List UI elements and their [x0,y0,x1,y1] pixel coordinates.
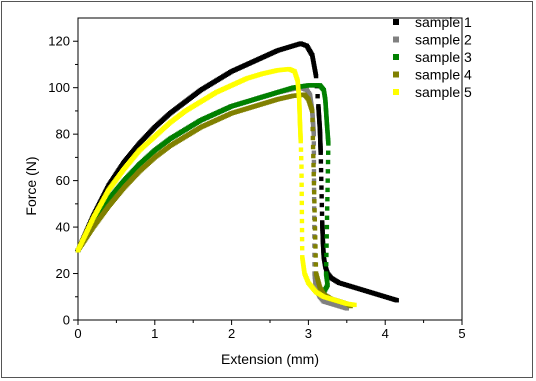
data-point [325,159,331,165]
data-point [299,236,305,242]
data-point [325,178,330,183]
legend-label: sample 2 [415,32,472,48]
data-point [299,155,304,161]
data-point [311,178,317,183]
x-tick-label: 5 [458,326,465,341]
legend-marker [393,71,399,78]
data-point [325,197,330,202]
data-point [310,108,315,114]
data-point [311,190,317,195]
x-tick-label: 1 [151,326,158,341]
x-tick-label: 0 [74,326,81,341]
data-point [310,144,316,150]
data-point [299,200,304,206]
data-point [324,252,329,258]
data-point [325,187,330,193]
data-point [319,202,325,208]
data-point [313,73,319,79]
data-point [318,167,324,173]
legend-label: sample 4 [415,67,472,83]
data-point [324,234,329,239]
data-point [319,176,324,182]
y-tick-label: 120 [48,34,70,49]
data-point [324,243,329,248]
data-point [311,169,317,174]
data-point [312,199,317,204]
data-point [319,211,325,216]
data-point [326,150,331,155]
x-tick-label: 3 [305,326,312,341]
data-point [311,187,317,193]
data-point [313,253,318,258]
data-point [325,206,330,211]
data-point [299,191,304,197]
data-point [324,224,330,230]
data-point [313,235,318,240]
data-point [325,169,331,174]
data-point [298,138,303,144]
data-point [311,150,317,155]
data-point [324,262,329,267]
data-point [318,159,324,164]
legend-label: sample 5 [415,84,472,100]
data-point [311,159,317,165]
y-tick-label: 80 [56,127,70,142]
y-tick-label: 100 [48,80,70,95]
y-tick-label: 20 [56,266,70,281]
data-point [299,246,305,251]
plot-series [75,41,399,311]
y-axis-title: Force (N) [23,156,39,215]
data-point [310,135,316,141]
legend-label: sample 1 [415,14,472,30]
x-axis-title: Extension (mm) [221,351,319,367]
x-tick-label: 2 [228,326,235,341]
legend-marker [393,19,399,25]
data-point [298,147,304,152]
data-point [310,126,315,132]
data-point [315,94,320,99]
data-point [299,173,304,178]
data-point [299,182,304,187]
y-tick-label: 0 [63,313,70,328]
legend-label: sample 3 [415,49,472,65]
data-point [299,227,305,233]
data-point [310,117,315,123]
series-3 [75,83,331,295]
data-point [326,141,331,146]
data-point [318,150,323,155]
data-point [311,153,316,159]
data-point [311,162,316,168]
data-point [311,141,317,146]
x-tick-label: 4 [382,326,389,341]
data-point [311,131,316,137]
legend-marker [393,54,399,60]
data-point [344,306,349,311]
y-tick-label: 40 [56,220,70,235]
data-point [352,302,357,308]
data-point [313,244,318,249]
data-point [312,226,318,231]
series-5 [75,66,357,308]
legend-marker [393,89,399,95]
legend-marker [393,36,399,43]
data-point [312,208,317,213]
data-point [324,215,330,220]
axes: 0 1 2 3 4 5 0 20 40 60 80 100 120 [48,17,466,341]
data-point [299,218,305,224]
data-point [319,185,324,190]
data-point [311,171,316,177]
data-point [311,181,317,186]
y-tick-label: 60 [56,173,70,188]
data-point [394,298,399,303]
data-point [299,164,304,169]
data-point [319,194,324,199]
data-point [312,217,317,222]
data-point [299,209,305,215]
data-point [313,262,319,267]
